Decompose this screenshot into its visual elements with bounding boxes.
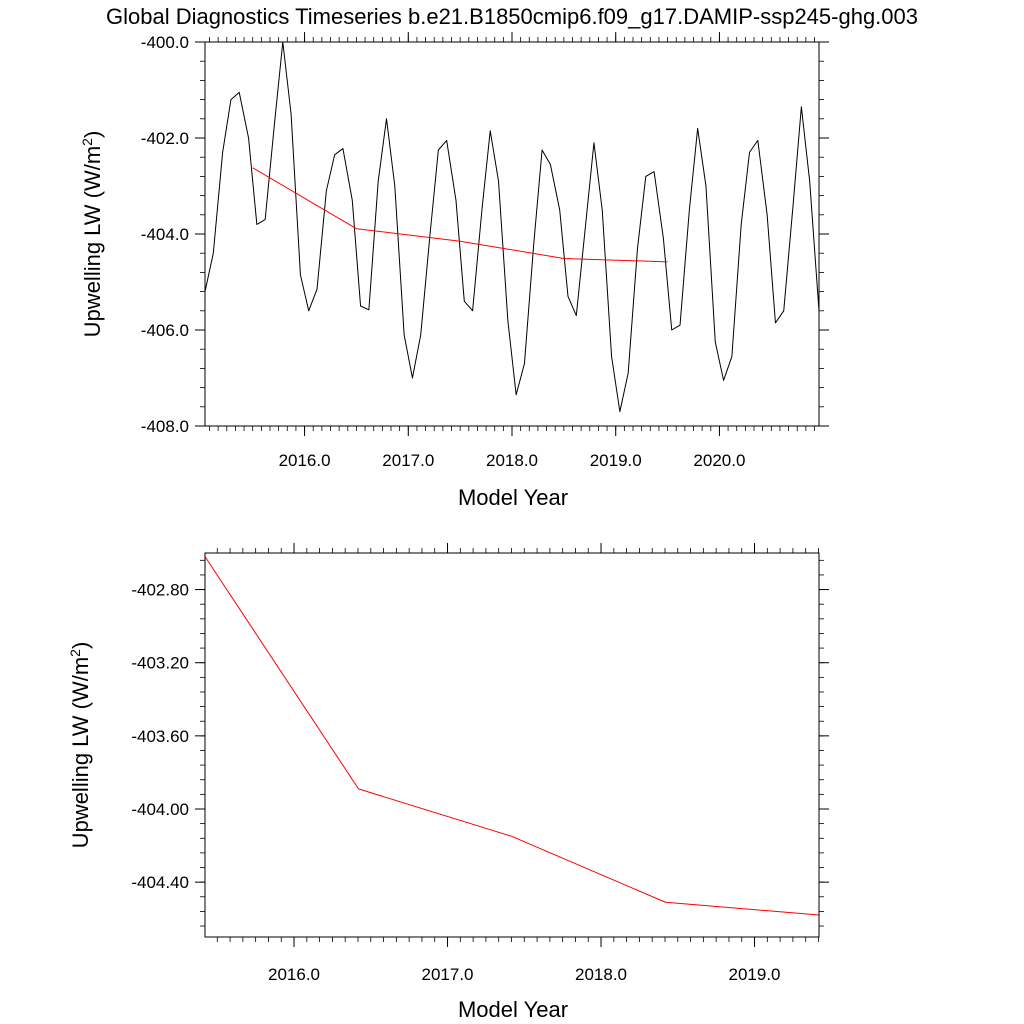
y-tick-label: -402.0	[141, 129, 189, 148]
y-tick-label: -402.80	[131, 581, 189, 600]
y-tick-label: -408.0	[141, 417, 189, 436]
annual-mean-line	[204, 556, 820, 916]
panel-top-frame	[204, 41, 820, 427]
y-axis-label-text: Upwelling LW (W/m	[80, 146, 105, 338]
x-axis-label: Model Year	[458, 485, 568, 510]
x-tick-label: 2019.0	[590, 451, 642, 470]
x-tick-label: 2020.0	[693, 451, 745, 470]
panel-top-ticks	[195, 32, 829, 436]
y-tick-label: -406.0	[141, 321, 189, 340]
annual-mean-line	[252, 167, 668, 263]
y-tick-label: -404.40	[131, 873, 189, 892]
x-tick-label: 2016.0	[268, 965, 320, 984]
y-tick-label: -403.20	[131, 654, 189, 673]
y-tick-label: -404.0	[141, 225, 189, 244]
y-axis-label-close: )	[68, 642, 93, 649]
y-tick-label: -400.0	[141, 33, 189, 52]
panel-bottom-ticks	[195, 543, 829, 947]
panel-bottom-frame	[204, 552, 820, 938]
y-axis-label-text: Upwelling LW (W/m	[68, 657, 93, 849]
panel-top-tick-labels: 2016.0 2017.0 2018.0 2019.0 2020.0 -408.0 -406…	[141, 33, 746, 470]
y-axis-label-close: )	[80, 131, 105, 138]
panel-bottom-series	[204, 556, 820, 916]
panel-bottom-tick-labels: 2016.0 2017.0 2018.0 2019.0 -404.40 -404.00 -4…	[131, 581, 780, 984]
y-tick-label: -404.00	[131, 800, 189, 819]
y-axis-label-superscript: 2	[79, 138, 95, 146]
figure-title: Global Diagnostics Timeseries b.e21.B185…	[106, 4, 918, 29]
x-tick-label: 2019.0	[729, 965, 781, 984]
y-axis-label: Upwelling LW (W/m2)	[67, 642, 93, 849]
x-axis-label: Model Year	[458, 997, 568, 1022]
x-tick-label: 2017.0	[382, 451, 434, 470]
chart-panel-bottom: 2016.0 2017.0 2018.0 2019.0 -404.40 -404.00 -4…	[67, 543, 829, 1022]
x-tick-label: 2017.0	[422, 965, 474, 984]
x-tick-label: 2018.0	[486, 451, 538, 470]
x-tick-label: 2016.0	[279, 451, 331, 470]
y-axis-label-superscript: 2	[67, 649, 83, 657]
y-axis-label: Upwelling LW (W/m2)	[79, 131, 105, 338]
panel-top-series	[204, 41, 820, 413]
y-tick-label: -403.60	[131, 727, 189, 746]
monthly-line	[204, 41, 820, 413]
chart-panel-top: 2016.0 2017.0 2018.0 2019.0 2020.0 -408.0 -406…	[79, 32, 829, 510]
x-tick-label: 2018.0	[575, 965, 627, 984]
